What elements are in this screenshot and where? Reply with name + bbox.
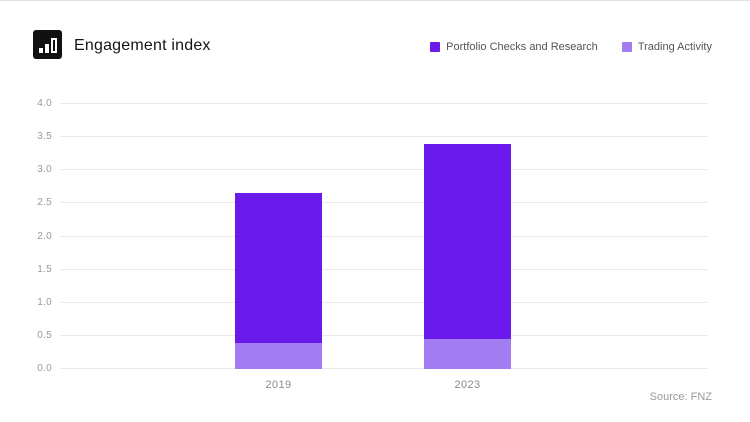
gridline [60, 334, 708, 336]
y-axis-tick-label: 0.0 [37, 363, 52, 374]
legend-item: Portfolio Checks and Research [430, 41, 598, 53]
x-axis-category-label: 2023 [454, 379, 481, 391]
bar-segment-trading-activity [424, 339, 511, 369]
logo-bar-small [38, 48, 43, 53]
bar-segment-trading-activity [235, 342, 322, 369]
page-title: Engagement index [74, 37, 211, 54]
source-label: Source: FNZ [649, 391, 712, 403]
x-axis-category-label: 2019 [265, 379, 292, 391]
y-axis-tick-label: 2.5 [37, 197, 52, 209]
gridline [60, 235, 708, 237]
plot-area [60, 103, 708, 369]
y-axis-tick-label: 1.0 [37, 296, 52, 308]
legend-item: Trading Activity [621, 41, 712, 53]
y-axis-tick-label: 3.5 [37, 131, 52, 143]
legend-label: Trading Activity [637, 41, 712, 53]
logo-bar-tall [50, 38, 57, 53]
gridline [60, 103, 708, 104]
legend-swatch-icon [430, 42, 441, 52]
y-axis-tick-label: 3.0 [37, 164, 52, 176]
gridline [60, 202, 708, 204]
y-axis-tick-label: 2.0 [37, 230, 52, 242]
bar-chart-icon [33, 30, 62, 59]
gridline [60, 368, 708, 369]
gridline [60, 136, 708, 138]
gridline [60, 169, 708, 171]
y-axis-tick-label: 1.5 [37, 263, 52, 275]
bar-segment-portfolio-checks-and-research [235, 193, 322, 343]
legend-label: Portfolio Checks and Research [446, 41, 598, 53]
gridline [60, 301, 708, 303]
y-axis-tick-label: 0.5 [37, 329, 52, 341]
gridline [60, 268, 708, 270]
y-axis: 0.0 0.5 1.0 1.5 2.0 2.5 3.0 3.5 4.0 [0, 1, 52, 422]
bar-segment-portfolio-checks-and-research [424, 143, 511, 340]
y-axis-tick-label: 4.0 [37, 98, 52, 109]
legend-swatch-icon [621, 42, 632, 52]
logo-bar-medium [44, 44, 49, 53]
chart-legend: Portfolio Checks and Research Trading Act… [430, 41, 712, 53]
